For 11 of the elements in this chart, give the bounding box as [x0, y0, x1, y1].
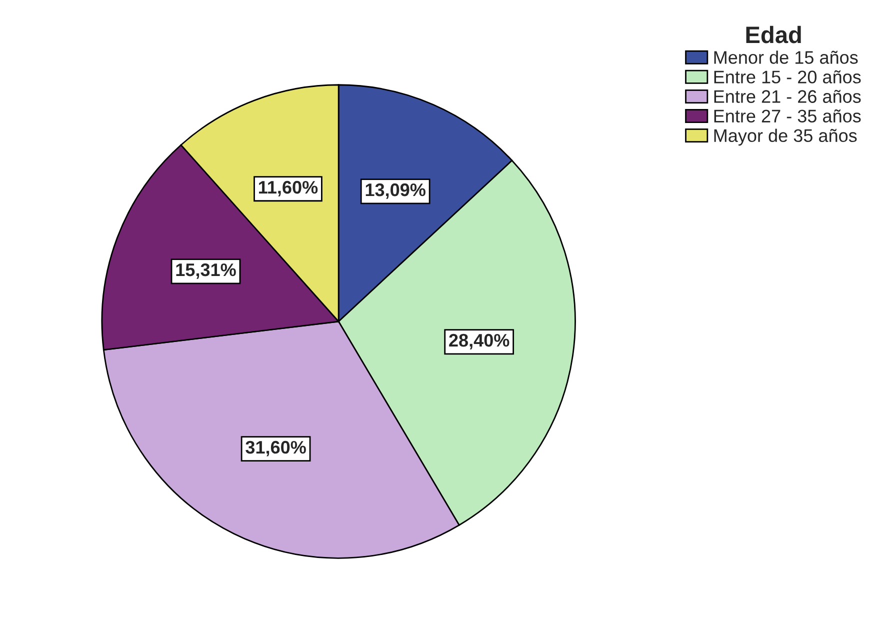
data-label: 13,09% [366, 183, 426, 199]
legend-label: Entre 27 - 35 años [714, 109, 861, 122]
legend-title: Edad [746, 26, 801, 44]
data-label: 31,60% [246, 440, 306, 456]
legend-label: Entre 21 - 26 años [714, 90, 861, 103]
data-label: 15,31% [176, 263, 236, 279]
legend-label: Entre 15 - 20 años [714, 70, 861, 84]
legend-label: Menor de 15 años [714, 50, 858, 64]
legend-label: Mayor de 35 años [714, 128, 857, 146]
data-label: 28,40% [449, 334, 510, 350]
data-label: 11,60% [258, 180, 318, 196]
